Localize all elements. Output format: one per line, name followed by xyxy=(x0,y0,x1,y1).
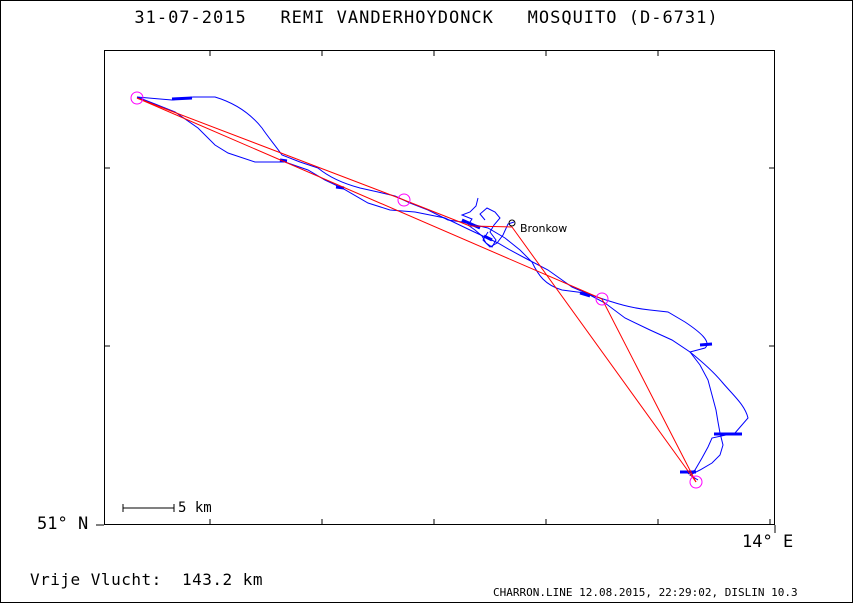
glider-name: MOSQUITO (D-6731) xyxy=(527,8,719,28)
turnpoint-circle-start xyxy=(130,91,144,105)
scale-bar xyxy=(122,504,175,512)
turnpoint-circles xyxy=(130,91,703,489)
footer-credit: CHARRON.LINE 12.08.2015, 22:29:02, DISLI… xyxy=(493,586,798,599)
scale-bar-label: 5 km xyxy=(178,500,212,516)
turnpoint-circle-1 xyxy=(397,193,411,207)
flight-date: 31-07-2015 xyxy=(134,8,247,28)
task-legs xyxy=(136,97,697,483)
longitude-label: 14° E xyxy=(742,532,794,552)
axis-ticks xyxy=(96,50,776,533)
turnpoint-circle-finish xyxy=(689,475,703,489)
pilot-name: REMI VANDERHOYDONCK xyxy=(280,8,494,28)
flight-title: 31-07-2015 REMI VANDERHOYDONCK MOSQUITO … xyxy=(0,8,853,28)
turnpoint-marker-bronkow xyxy=(508,219,516,227)
plot-area xyxy=(104,50,775,525)
flight-track xyxy=(136,96,749,481)
distance-label: Vrije Vlucht: 143.2 km xyxy=(30,570,264,589)
latitude-label: 51° N xyxy=(37,514,89,534)
turnpoint-circle-2 xyxy=(595,292,609,306)
track-markers xyxy=(171,96,742,474)
turnpoint-label-bronkow: Bronkow xyxy=(520,222,567,235)
